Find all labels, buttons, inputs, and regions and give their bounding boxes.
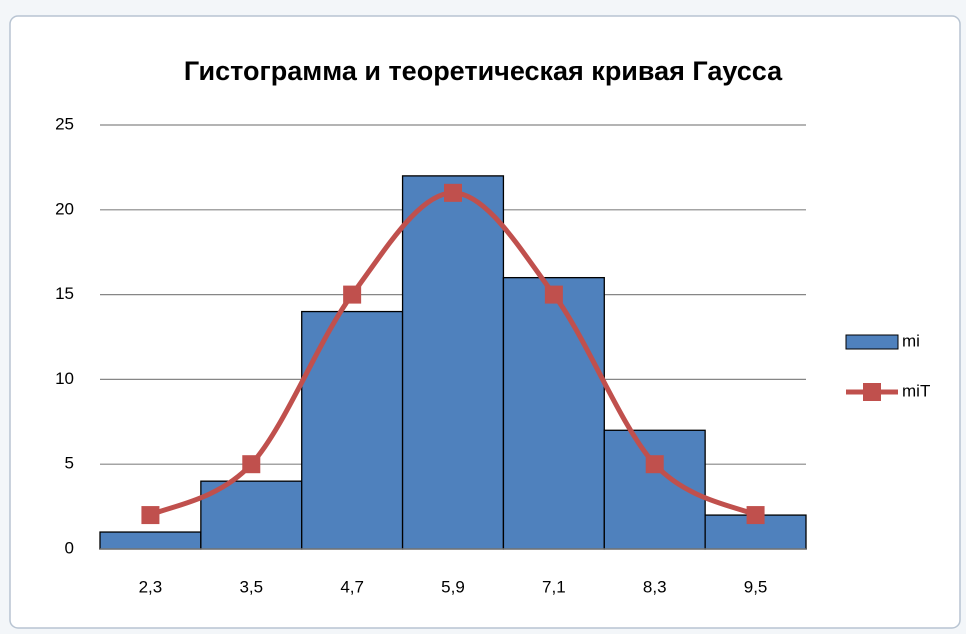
y-tick-label: 15 [55, 284, 74, 303]
y-tick-label: 20 [55, 199, 74, 218]
x-tick-label: 5,9 [441, 577, 465, 596]
y-tick-label: 10 [55, 369, 74, 388]
marker [242, 455, 261, 474]
chart-title: Гистограмма и теоретическая кривая Гаусс… [184, 56, 783, 86]
marker [444, 183, 462, 202]
marker [544, 285, 563, 304]
x-tick-label: 4,7 [340, 577, 364, 596]
marker [645, 455, 664, 474]
marker [343, 285, 362, 304]
x-tick-label: 7,1 [542, 577, 566, 596]
y-tick-label: 5 [65, 454, 74, 473]
x-tick-label: 9,5 [744, 577, 768, 596]
bar [401, 175, 505, 550]
x-tick-label: 3,5 [239, 577, 263, 596]
legend-swatch [845, 334, 899, 350]
legend-marker [863, 383, 881, 401]
y-tick-label: 25 [55, 114, 74, 133]
x-tick-label: 2,3 [139, 577, 163, 596]
x-tick-label: 8,3 [643, 577, 667, 596]
bar [502, 276, 605, 550]
marker [746, 506, 765, 525]
legend-label: miT [902, 381, 930, 400]
y-tick-label: 0 [65, 538, 74, 557]
bar [99, 531, 202, 550]
bar [301, 310, 404, 550]
legend-label: mi [902, 331, 920, 350]
marker [141, 506, 160, 525]
